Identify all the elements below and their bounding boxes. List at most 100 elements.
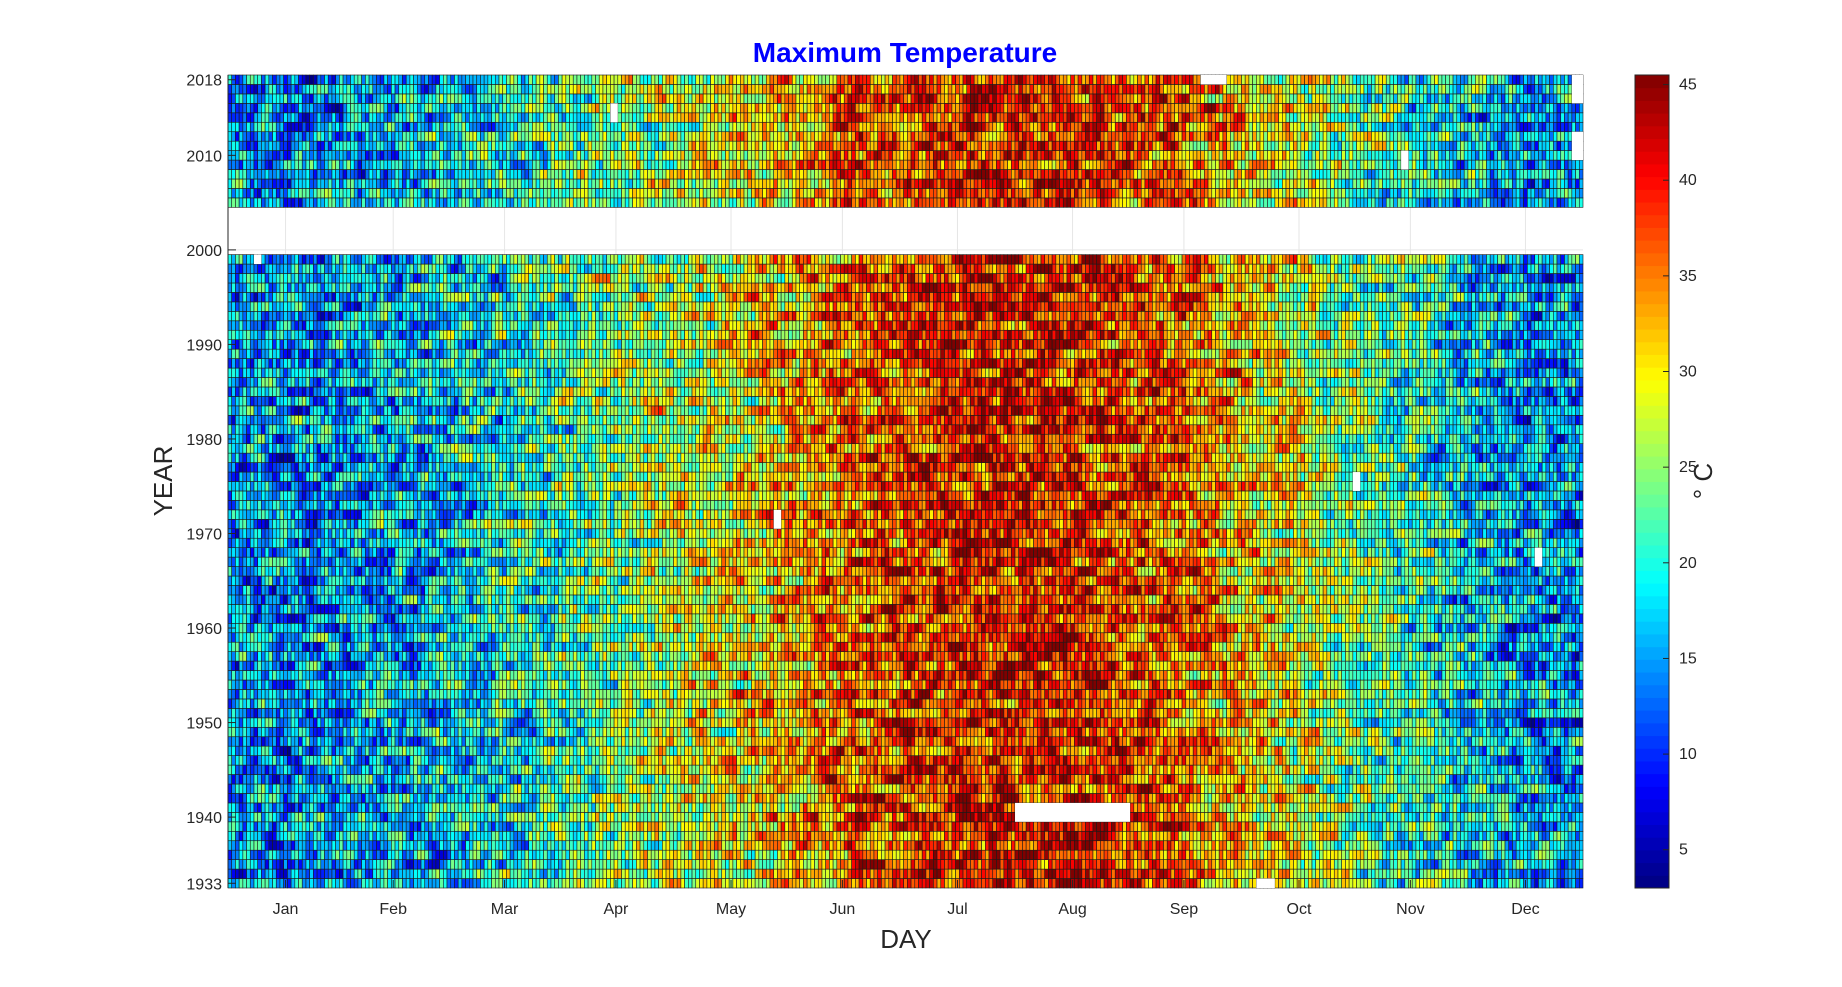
heatmap-cell [669,830,674,842]
heatmap-cell [951,821,956,832]
heatmap-cell [1215,849,1220,860]
heatmap-cell [1040,755,1046,766]
heatmap-cell [1040,849,1046,860]
heatmap-cell [1382,812,1387,823]
heatmap-cell [550,755,555,766]
heatmap-cell [242,849,247,860]
heatmap-cell [417,802,422,813]
heatmap-cell [1137,812,1142,823]
heatmap-cell [546,774,552,785]
heatmap-cell [1092,840,1097,851]
heatmap-cell [346,821,351,832]
heatmap-cell [758,878,763,889]
heatmap-cell [710,774,715,785]
heatmap-cell [1248,774,1253,785]
heatmap-cell [758,840,763,851]
heatmap-cell [714,755,719,766]
heatmap-cell [1489,821,1495,832]
heatmap-cell [1463,830,1469,842]
heatmap-cell [376,774,381,785]
heatmap-cell [298,859,303,870]
heatmap-cell [966,793,971,804]
heatmap-cell [1051,878,1057,889]
heatmap-cell [1137,830,1142,842]
heatmap-cell [513,840,518,851]
heatmap-cell [1307,783,1313,794]
heatmap-cell [431,868,437,879]
heatmap-cell [242,859,247,870]
heatmap-cell [1270,793,1276,804]
heatmap-cell [261,774,266,785]
heatmap-cell [546,830,552,842]
heatmap-cell [973,849,979,860]
heatmap-cell [1363,830,1368,842]
heatmap-cell [985,802,990,813]
heatmap-cell [1393,764,1398,775]
heatmap-cell [881,764,886,775]
heatmap-cell [1025,793,1031,804]
heatmap-cell [235,840,240,851]
heatmap-cell [1200,878,1205,889]
heatmap-cell [1100,878,1105,889]
heatmap-cell [695,783,700,794]
heatmap-cell [461,821,466,832]
heatmap-cell [654,878,659,889]
heatmap-cell [817,840,823,851]
heatmap-cell [1289,812,1294,823]
heatmap-cell [1452,783,1458,794]
heatmap-cell [851,774,856,785]
heatmap-cell [606,793,611,804]
heatmap-cell [1152,840,1157,851]
heatmap-cell [1564,830,1569,842]
heatmap-cell [1267,849,1272,860]
heatmap-cell [1059,821,1064,832]
heatmap-cell [528,764,533,775]
heatmap-cell [450,793,455,804]
heatmap-cell [1244,793,1250,804]
heatmap-cell [1463,859,1469,870]
heatmap-cell [803,821,808,832]
heatmap-cell [1244,849,1250,860]
heatmap-cell [483,755,489,766]
heatmap-cell [1181,830,1187,842]
heatmap-cell [1385,849,1391,860]
heatmap-cell [1463,793,1469,804]
heatmap-cell [951,840,956,851]
heatmap-cell [1367,783,1372,794]
heatmap-cell [1408,774,1413,785]
heatmap-cell [1293,783,1298,794]
heatmap-cell [791,821,797,832]
heatmap-cell [777,821,782,832]
heatmap-cell [1077,849,1083,860]
heatmap-cell [1259,783,1265,794]
heatmap-cell [1523,764,1528,775]
heatmap-cell [825,878,830,889]
heatmap-cell [275,764,281,775]
heatmap-cell [951,783,956,794]
heatmap-cell [1411,859,1417,870]
heatmap-cell [1337,812,1342,823]
heatmap-cell [235,859,240,870]
heatmap-cell [235,764,240,775]
heatmap-cell [1315,821,1320,832]
heatmap-cell [439,783,444,794]
heatmap-cell [1352,793,1357,804]
heatmap-cell [959,802,964,813]
heatmap-cell [650,793,656,804]
heatmap-cell [253,764,259,775]
heatmap-cell [1512,878,1517,889]
heatmap-cell [799,793,804,804]
heatmap-cell [680,783,685,794]
heatmap-cell [814,821,819,832]
heatmap-cell [550,868,555,879]
heatmap-cell [1185,821,1190,832]
heatmap-cell [1282,793,1287,804]
heatmap-cell [817,868,823,879]
heatmap-cell [940,830,945,842]
heatmap-cell [951,793,956,804]
heatmap-cell [769,793,775,804]
heatmap-cell [907,802,912,813]
heatmap-cell [676,868,682,879]
heatmap-cell [1007,793,1012,804]
heatmap-cell [1352,868,1357,879]
